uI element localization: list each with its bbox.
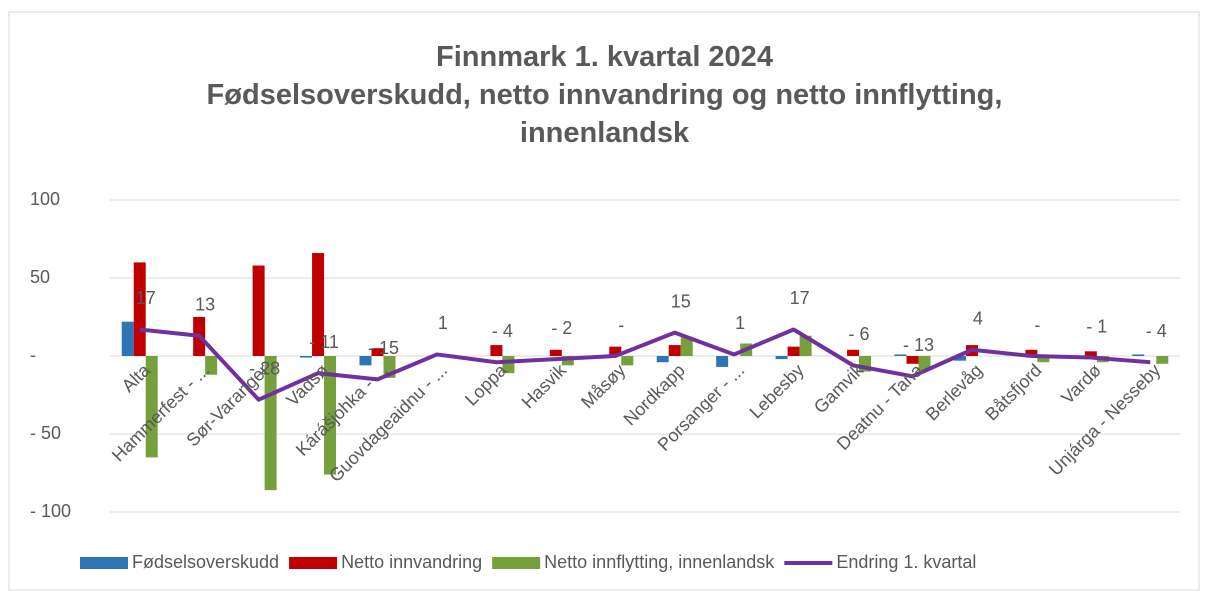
data-label: 13 — [195, 294, 215, 314]
data-label: 1 — [438, 313, 448, 333]
data-label: - 11 — [309, 332, 339, 352]
y-tick-label: 100 — [30, 189, 60, 209]
x-tick-label: Måsøy — [577, 360, 629, 412]
x-tick-label: Gamvik — [810, 359, 868, 417]
legend-label: Endring 1. kvartal — [836, 552, 976, 572]
bar — [775, 356, 788, 360]
bar — [490, 345, 503, 356]
x-tick-label: Hasvik — [518, 359, 571, 412]
bar — [668, 345, 681, 356]
bar — [906, 356, 919, 364]
y-tick-label: - 50 — [30, 423, 61, 443]
line — [139, 327, 1151, 402]
bar — [264, 356, 277, 491]
bar — [1037, 356, 1050, 363]
data-label: - 13 — [903, 335, 934, 355]
x-tick-label: Båtsfjord — [981, 360, 1045, 424]
bar — [300, 356, 313, 358]
data-label: 1 — [735, 313, 745, 333]
x-tick-label: Lebesby — [746, 360, 808, 422]
x-tick-label: Unjárga - Nesseby — [1045, 360, 1165, 480]
legend-swatch — [80, 557, 128, 569]
bar — [133, 262, 146, 356]
bar — [656, 356, 669, 363]
chart-title: Finnmark 1. kvartal 2024 — [436, 41, 773, 73]
data-label: 17 — [790, 288, 810, 308]
bar — [894, 354, 907, 356]
bar — [1156, 356, 1169, 364]
bar — [205, 356, 218, 375]
legend-label: Netto innflytting, innenlandsk — [544, 552, 775, 572]
y-tick-label: 50 — [30, 267, 50, 287]
legend-swatch — [289, 557, 338, 569]
bar — [847, 349, 860, 356]
data-label: - 28 — [249, 358, 280, 378]
data-label: 15 — [671, 291, 691, 311]
data-label: - 4 — [492, 321, 513, 341]
bar — [324, 356, 337, 475]
y-tick-label: - 100 — [30, 501, 71, 521]
data-label: - — [1034, 315, 1040, 335]
bar — [359, 356, 372, 366]
bar — [561, 356, 574, 366]
data-label: - 4 — [1146, 321, 1167, 341]
bar — [918, 356, 931, 371]
data-label: - 15 — [368, 338, 399, 358]
bar — [680, 337, 693, 356]
bar — [549, 349, 562, 356]
data-label: - — [618, 315, 624, 335]
bar — [145, 356, 158, 458]
data-label: - 2 — [551, 318, 572, 338]
data-label: - 1 — [1086, 316, 1107, 336]
x-tick-label: Vardø — [1057, 360, 1105, 408]
bar — [787, 346, 800, 356]
bar — [121, 321, 134, 356]
x-tick-label: Guovdageaidnu - ... — [325, 360, 451, 486]
bar — [1025, 349, 1038, 356]
bar — [953, 356, 966, 361]
bar — [609, 346, 622, 356]
y-tick-label: - — [30, 345, 36, 365]
legend-label: Fødselsoverskudd — [132, 552, 279, 572]
bar — [1132, 354, 1145, 356]
data-label: - 6 — [849, 324, 870, 344]
bar — [1084, 351, 1097, 356]
legend-swatch — [492, 557, 541, 569]
legend-label: Netto innvandring — [341, 552, 482, 572]
chart-border — [8, 11, 1200, 591]
data-label: 4 — [973, 309, 983, 329]
bar — [716, 356, 729, 367]
bar — [312, 253, 325, 356]
bar — [252, 265, 265, 356]
bar — [621, 356, 634, 366]
bar — [371, 348, 384, 356]
chart-subtitle: Fødselsoverskudd, netto innvandring og n… — [206, 79, 1003, 149]
data-label: 17 — [136, 288, 156, 308]
